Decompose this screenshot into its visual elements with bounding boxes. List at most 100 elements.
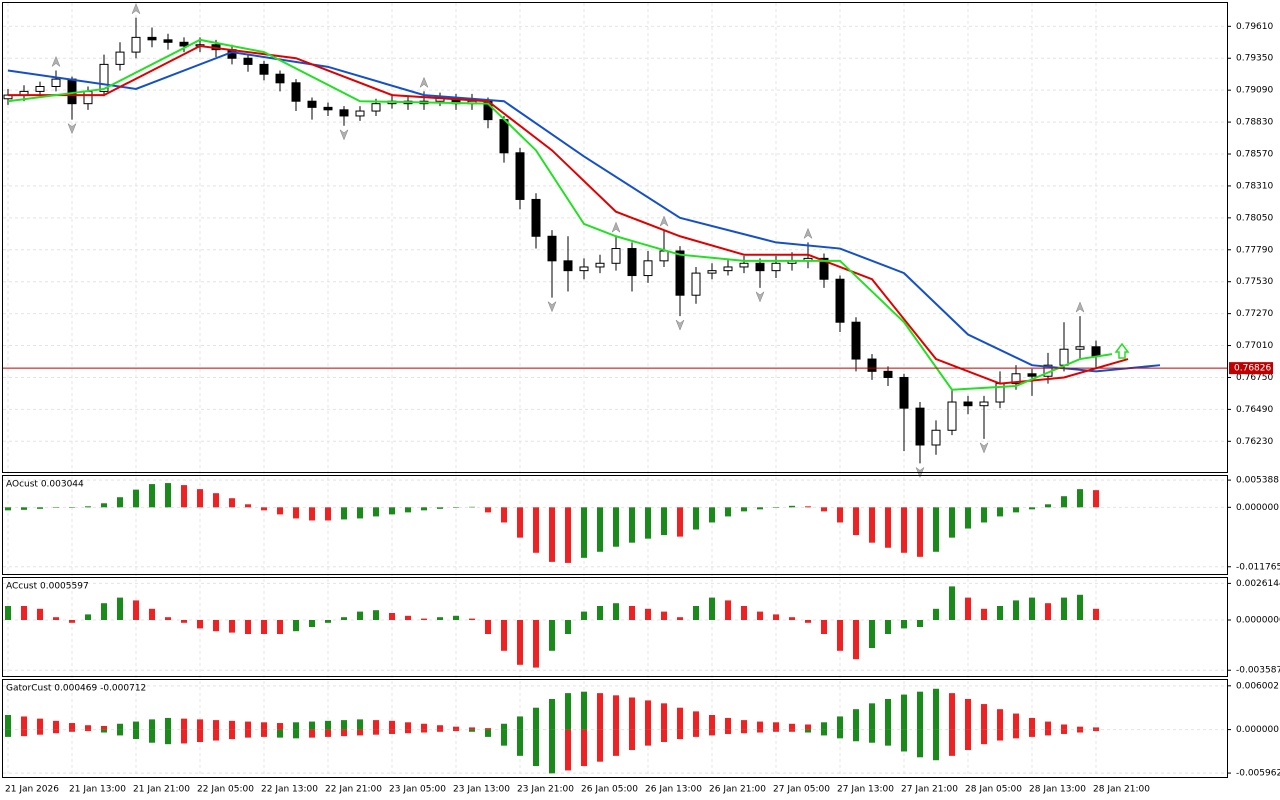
histogram-bar <box>1045 603 1051 620</box>
histogram-bar <box>981 608 987 620</box>
histogram-bar <box>869 507 875 543</box>
gator-bar <box>613 695 619 730</box>
gator-bar <box>213 729 219 741</box>
histogram-bar <box>757 611 763 620</box>
fractal-down <box>979 442 989 454</box>
histogram-bar <box>149 608 155 620</box>
histogram-bar <box>1029 597 1035 620</box>
histogram-bar <box>853 507 859 536</box>
histogram-bar <box>53 617 59 620</box>
x-tick-label: 22 Jan 05:00 <box>197 785 254 795</box>
x-tick-label: 28 Jan 05:00 <box>965 785 1022 795</box>
histogram-bar <box>229 498 235 508</box>
gator-bar <box>245 721 251 730</box>
histogram-bar <box>837 507 843 523</box>
x-tick-label: 27 Jan 13:00 <box>837 785 894 795</box>
gator-bar <box>901 694 907 730</box>
mark-layer <box>3 3 1227 774</box>
gator-bar <box>709 729 715 736</box>
candle-body <box>691 272 701 296</box>
histogram-bar <box>709 597 715 620</box>
histogram-bar <box>117 597 123 620</box>
histogram-bar <box>437 617 443 620</box>
y-tick-label: 0.79090 <box>1236 86 1273 96</box>
gator-bar <box>21 729 27 737</box>
gator-bar <box>1013 713 1019 730</box>
y-tick-label: 0.77010 <box>1236 341 1273 351</box>
candle-body <box>179 41 189 47</box>
indicator-title: ACcust 0.0005597 <box>6 582 89 592</box>
gator-bar <box>773 722 779 730</box>
histogram-bar <box>533 620 539 668</box>
x-tick-label: 23 Jan 05:00 <box>389 785 446 795</box>
histogram-bar <box>405 507 411 513</box>
histogram-bar <box>549 620 555 651</box>
histogram-bar <box>885 507 891 548</box>
gator-bar <box>469 729 475 732</box>
histogram-bar <box>805 506 811 508</box>
gator-bar <box>997 729 1003 741</box>
gator-bar <box>421 723 427 730</box>
y-tick-label: 0.76750 <box>1236 373 1273 383</box>
gator-bar <box>245 729 251 738</box>
indicator-title: GatorCust 0.000469 -0.000712 <box>6 684 146 694</box>
gator-panel-frame <box>2 679 1228 778</box>
candle-body <box>723 266 733 272</box>
gator-bar <box>261 722 267 730</box>
gator-bar <box>805 729 811 733</box>
histogram-bar <box>453 507 459 508</box>
gator-bar <box>21 716 27 730</box>
gator-bar <box>1093 729 1099 732</box>
y-tick-label: 0.78570 <box>1236 150 1273 160</box>
gator-bar <box>85 729 91 732</box>
histogram-bar <box>597 507 603 552</box>
histogram-bar <box>901 507 907 553</box>
candle-body <box>1011 373 1021 385</box>
histogram-bar <box>293 620 299 632</box>
gator-bar <box>229 729 235 740</box>
x-tick-label: 27 Jan 21:00 <box>901 785 958 795</box>
histogram-bar <box>469 506 475 508</box>
candle-body <box>1075 346 1085 350</box>
candle-body <box>979 401 989 407</box>
histogram-bar <box>117 497 123 508</box>
gator-bar <box>341 729 347 737</box>
x-tick-label: 23 Jan 21:00 <box>517 785 574 795</box>
gator-bar <box>53 720 59 730</box>
histogram-bar <box>805 620 811 623</box>
gator-bar <box>1061 724 1067 730</box>
histogram-bar <box>597 606 603 620</box>
histogram-bar <box>1045 504 1051 508</box>
y-tick-label: -0.0035877 <box>1236 666 1280 676</box>
gator-bar <box>757 729 763 733</box>
candle-body <box>147 36 157 41</box>
candle-body <box>947 401 957 431</box>
candle-body <box>99 63 109 92</box>
x-tick-label: 22 Jan 21:00 <box>325 785 382 795</box>
histogram-bar <box>373 610 379 620</box>
gator-bar <box>453 726 459 730</box>
histogram-bar <box>965 597 971 620</box>
histogram-bar <box>53 507 59 508</box>
gator-bar <box>629 697 635 730</box>
fractal-up <box>803 227 813 240</box>
candle-body <box>291 82 301 102</box>
gator-bar <box>501 723 507 730</box>
y-tick-label: 0.76490 <box>1236 405 1273 415</box>
histogram-bar <box>533 507 539 553</box>
indicator-title: AOcust 0.003044 <box>6 480 84 490</box>
gator-bar <box>165 729 171 745</box>
gator-bar <box>1077 726 1083 730</box>
histogram-bar <box>789 505 795 508</box>
candle-body <box>835 278 845 323</box>
histogram-bar <box>565 620 571 634</box>
gator-bar <box>213 720 219 730</box>
gator-bar <box>309 721 315 730</box>
gator-bar <box>53 729 59 734</box>
gator-bar <box>981 704 987 730</box>
gator-bar <box>853 709 859 730</box>
candle-body <box>707 270 717 274</box>
candle-body <box>259 63 269 75</box>
candle-body <box>51 78 61 87</box>
histogram-bar <box>245 620 251 634</box>
